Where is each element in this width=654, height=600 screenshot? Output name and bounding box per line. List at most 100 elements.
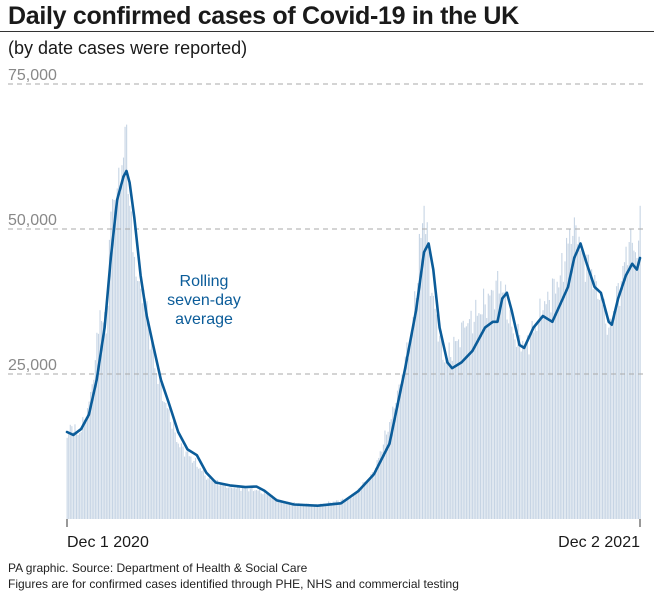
daily-case-bar <box>639 205 641 520</box>
daily-case-bar <box>86 408 89 519</box>
daily-case-bar <box>500 281 502 519</box>
daily-case-bar <box>490 289 492 519</box>
daily-case-bar <box>592 289 594 519</box>
daily-case-bar <box>411 333 413 519</box>
daily-case-bar <box>351 497 353 519</box>
daily-case-bar <box>465 326 467 519</box>
daily-case-bar <box>576 244 579 519</box>
daily-case-bar <box>467 323 469 519</box>
daily-case-bar <box>638 240 640 519</box>
daily-case-bar <box>456 340 458 519</box>
daily-case-bar <box>487 293 489 519</box>
daily-case-bar <box>578 236 580 519</box>
x-axis: Dec 1 2020 Dec 2 2021 <box>66 519 641 551</box>
daily-case-bar <box>218 485 220 519</box>
daily-case-bar <box>412 317 414 519</box>
daily-case-bar <box>108 239 110 520</box>
daily-case-bar <box>129 205 131 520</box>
daily-case-bar <box>321 504 323 519</box>
daily-case-bar <box>417 283 419 519</box>
x-tick-label-start: Dec 1 2020 <box>67 534 149 551</box>
daily-case-bar <box>157 383 159 519</box>
daily-case-bar <box>393 408 395 519</box>
daily-case-bar <box>223 484 225 519</box>
daily-case-bar <box>520 351 522 519</box>
daily-case-bar <box>274 499 276 519</box>
daily-case-bar <box>97 333 100 519</box>
daily-case-bar <box>252 491 254 519</box>
daily-case-bar <box>436 314 438 519</box>
daily-case-bar <box>633 250 635 519</box>
daily-case-bar <box>421 223 424 519</box>
daily-case-bar <box>113 200 115 519</box>
daily-case-bar <box>160 378 162 519</box>
daily-case-bar <box>276 498 278 519</box>
daily-case-bar <box>373 472 375 519</box>
daily-case-bar <box>371 472 373 519</box>
daily-case-bar <box>187 451 189 519</box>
daily-case-bar <box>121 165 123 519</box>
daily-case-bar <box>204 475 206 519</box>
daily-case-bar <box>495 280 497 519</box>
daily-case-bar <box>385 434 388 519</box>
daily-case-bar <box>173 421 175 519</box>
daily-case-bar <box>74 424 76 519</box>
daily-case-bar <box>627 265 629 519</box>
daily-case-bar <box>265 493 267 519</box>
daily-case-bar <box>339 502 341 519</box>
daily-case-bar <box>227 487 229 519</box>
daily-case-bar <box>628 242 630 520</box>
daily-case-bar <box>587 254 590 520</box>
daily-case-bar <box>492 290 494 519</box>
daily-case-bar <box>401 374 403 519</box>
daily-case-bar <box>622 265 624 519</box>
daily-case-bar <box>241 487 244 519</box>
daily-case-bar <box>566 237 568 520</box>
daily-case-bar <box>82 417 84 519</box>
daily-case-bar <box>163 402 165 519</box>
daily-case-bar <box>199 468 201 519</box>
daily-case-bar <box>379 451 381 519</box>
daily-case-bar <box>614 314 616 519</box>
daily-case-bar <box>151 337 153 519</box>
daily-case-bar <box>368 479 370 519</box>
daily-case-bar <box>318 505 320 519</box>
daily-case-bar <box>365 482 367 519</box>
daily-case-bar <box>609 318 611 519</box>
daily-case-bar <box>547 291 549 519</box>
daily-case-bar <box>213 482 215 519</box>
daily-case-bar <box>486 318 488 519</box>
daily-case-bar <box>504 284 507 519</box>
daily-case-bar <box>130 211 132 520</box>
daily-case-bar <box>484 304 486 519</box>
daily-case-bar <box>80 431 82 519</box>
daily-case-bar <box>83 419 85 519</box>
daily-case-bar <box>115 216 117 520</box>
daily-case-bar <box>137 280 139 519</box>
daily-case-bar <box>185 451 187 519</box>
daily-case-bar <box>448 342 450 519</box>
daily-case-bar <box>165 403 167 519</box>
daily-case-bar <box>409 344 411 519</box>
daily-case-bar <box>382 444 384 519</box>
daily-case-bar <box>144 298 146 519</box>
daily-case-bar <box>295 503 297 519</box>
daily-case-bar <box>531 320 533 519</box>
daily-case-bar <box>489 295 491 519</box>
daily-case-bar <box>555 293 557 519</box>
daily-case-bar <box>212 480 214 519</box>
daily-case-bar <box>335 500 337 519</box>
daily-case-bar <box>570 243 572 519</box>
daily-case-bar <box>616 286 618 519</box>
daily-case-bar <box>143 289 145 519</box>
daily-case-bar <box>273 496 275 519</box>
daily-case-bar <box>620 281 622 519</box>
daily-case-bar <box>431 292 433 519</box>
daily-case-bar <box>72 432 74 519</box>
daily-case-bar <box>608 327 610 519</box>
daily-case-bar <box>209 477 211 519</box>
daily-case-bar <box>619 305 621 519</box>
daily-case-bar <box>262 494 264 519</box>
daily-case-bar <box>561 253 563 519</box>
daily-case-bar <box>235 488 237 519</box>
